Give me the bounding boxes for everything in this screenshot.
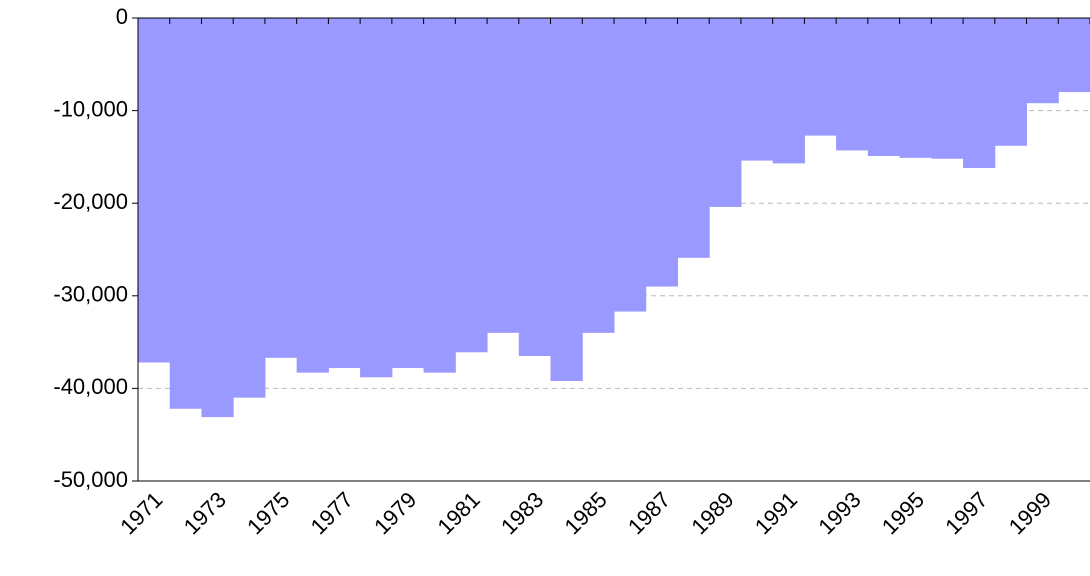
x-tick-label: 1981 (433, 487, 485, 539)
bar (740, 18, 774, 161)
bar (931, 18, 964, 159)
bar (994, 18, 1028, 146)
bar (1058, 18, 1090, 93)
bar (455, 18, 488, 353)
x-tick-label: 1989 (686, 487, 738, 539)
bar (264, 18, 298, 358)
bar (1026, 18, 1059, 104)
x-tick-label: 1985 (559, 487, 611, 539)
bar (391, 18, 425, 369)
bar (645, 18, 678, 287)
bar (169, 18, 202, 409)
y-tick-label: 0 (116, 4, 128, 29)
bar (836, 18, 869, 151)
y-tick-label: -20,000 (53, 189, 128, 214)
x-tick-label: 1979 (369, 487, 421, 539)
y-tick-label: -40,000 (53, 374, 128, 399)
bar (138, 18, 171, 363)
bar (550, 18, 583, 381)
bar (677, 18, 710, 258)
bar (899, 18, 932, 158)
y-tick-label: -50,000 (53, 467, 128, 492)
bar (233, 18, 266, 398)
bar (582, 18, 615, 333)
bar (772, 18, 805, 164)
bar (423, 18, 456, 373)
y-tick-label: -30,000 (53, 282, 128, 307)
x-tick-label: 1987 (623, 487, 675, 539)
x-tick-label: 1999 (1004, 487, 1056, 539)
bar (360, 18, 393, 378)
bar (328, 18, 361, 369)
y-tick-label: -10,000 (53, 96, 128, 121)
bar (804, 18, 837, 136)
x-tick-label: 1983 (496, 487, 548, 539)
bar (296, 18, 329, 373)
x-tick-label: 1977 (306, 487, 358, 539)
x-tick-label: 1991 (750, 487, 802, 539)
bar (201, 18, 234, 418)
bar (867, 18, 901, 156)
bar (518, 18, 552, 356)
bar (963, 18, 996, 169)
bar (709, 18, 742, 207)
x-tick-label: 1975 (242, 487, 294, 539)
bar (614, 18, 647, 312)
x-tick-label: 1973 (179, 487, 231, 539)
x-tick-label: 1993 (813, 487, 865, 539)
x-tick-label: 1997 (940, 487, 992, 539)
x-tick-label: 1995 (877, 487, 929, 539)
x-tick-label: 1971 (115, 487, 167, 539)
bar (487, 18, 520, 333)
